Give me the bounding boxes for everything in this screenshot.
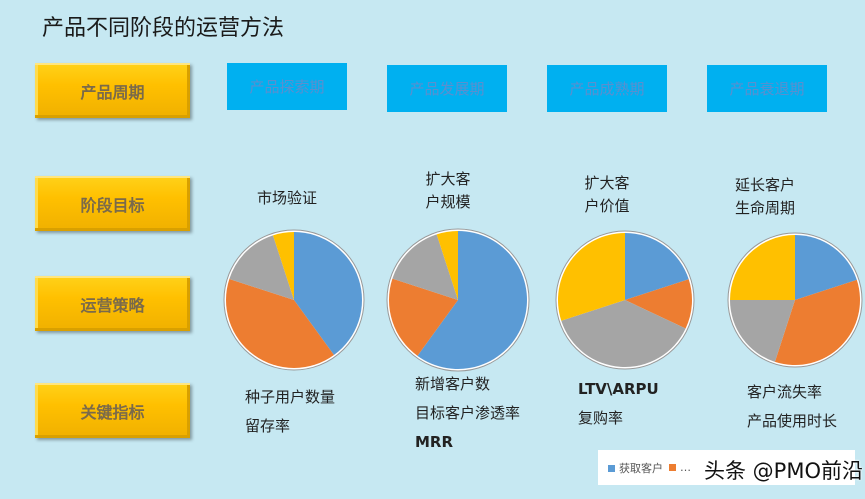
goal-text: 扩大客 — [584, 174, 630, 192]
goal-text: 扩大客 — [425, 170, 471, 188]
pie-2-slice-gray — [392, 234, 458, 300]
metric-text: 目标客户渗透率 — [415, 404, 521, 422]
pie-4-slice-orange — [774, 279, 860, 365]
goal-text: 生命周期 — [734, 199, 795, 217]
metric-text: MRR — [415, 433, 454, 451]
pie-4-slice-blue — [795, 235, 857, 300]
goal-text: 市场验证 — [256, 189, 317, 207]
goal-text: 户价值 — [584, 197, 630, 215]
watermark: 头条 @PMO前沿 — [704, 459, 863, 483]
metrics-1: 种子用户数量 留存率 — [245, 383, 335, 441]
pie-3-slice-blue — [625, 233, 689, 300]
goal-text: 延长客户 — [734, 176, 795, 194]
legend-item-acquire: 获取客户 — [608, 460, 663, 476]
metric-text: LTV\ARPU — [578, 380, 659, 398]
legend-item-2: … — [669, 461, 691, 474]
goal-text: 户规模 — [425, 193, 471, 211]
pie-2-slice-yellow — [436, 231, 458, 300]
legend-swatch — [669, 464, 676, 471]
phase-decline: 产品衰退期 — [707, 65, 827, 112]
chart-legend: 获取客户 … — [598, 450, 855, 485]
pie-3-slice-gray — [561, 300, 686, 367]
phase-maturity: 产品成熟期 — [547, 65, 667, 112]
metric-text: 产品使用时长 — [747, 412, 838, 430]
pie-4-slice-yellow — [730, 235, 795, 300]
pie-1-slice-yellow — [272, 232, 294, 300]
pie-3-slice-orange — [625, 279, 693, 329]
pie-2-slice-blue — [417, 231, 527, 369]
metric-text: 新增客户数 — [415, 375, 491, 393]
phase-development: 产品发展期 — [387, 65, 507, 112]
row-label-strategy: 运营策略 — [35, 276, 190, 331]
row-label-stage-goal: 阶段目标 — [35, 176, 190, 231]
pie-2-slice-orange — [389, 278, 458, 356]
page-title: 产品不同阶段的运营方法 — [42, 16, 285, 41]
pie-1-slice-gray — [229, 235, 294, 300]
metrics-3: LTV\ARPU 复购率 — [578, 375, 659, 433]
row-label-key-metrics: 关键指标 — [35, 383, 190, 438]
pie-3-slice-yellow — [558, 233, 625, 321]
metric-text: 复购率 — [578, 409, 624, 427]
metric-text: 留存率 — [245, 417, 291, 435]
metrics-4: 客户流失率产品使用时长 — [747, 378, 837, 436]
metric-text: 客户流失率 — [747, 383, 823, 401]
phase-exploration: 产品探索期 — [227, 63, 347, 110]
legend-label: … — [680, 461, 691, 474]
goal-3: 扩大客 户价值 — [552, 172, 662, 218]
goal-1: 市场验证 — [232, 187, 342, 210]
legend-swatch — [608, 464, 615, 472]
metrics-2: 新增客户数目标客户渗透率 MRR — [415, 370, 520, 457]
row-label-product-cycle: 产品周期 — [35, 63, 190, 118]
pie-1-slice-blue — [294, 232, 363, 356]
metric-text: 种子用户数量 — [245, 388, 336, 406]
goal-4: 延长客户 生命周期 — [710, 174, 820, 220]
pie-1-slice-orange — [226, 278, 334, 368]
pie-4-slice-gray — [730, 300, 795, 362]
goal-2: 扩大客 户规模 — [393, 168, 503, 214]
legend-label: 获取客户 — [619, 461, 663, 475]
